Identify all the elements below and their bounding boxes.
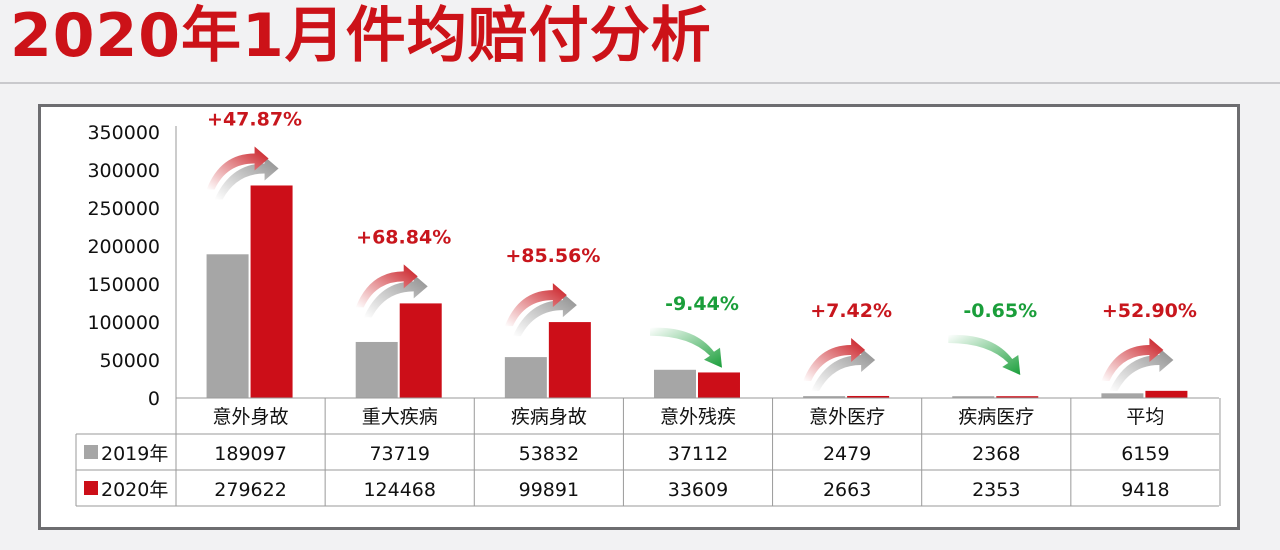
bar-2019 — [653, 369, 696, 398]
trend-arrow-gray-icon — [363, 274, 428, 318]
trend-arrow-down-icon — [649, 327, 722, 368]
y-tick-label: 50000 — [100, 350, 160, 372]
legend-swatch — [84, 445, 98, 459]
table-cell: 2479 — [823, 443, 871, 465]
table-cell: 124468 — [363, 479, 436, 501]
y-tick-label: 300000 — [87, 160, 160, 182]
trend-arrow-down-icon — [948, 334, 1021, 375]
table-cell: 37112 — [668, 443, 728, 465]
bar-2020 — [847, 395, 890, 398]
category-label: 重大疾病 — [362, 406, 438, 428]
bar-2020 — [399, 303, 442, 398]
category-label: 疾病身故 — [511, 406, 587, 428]
trend-arrow-gray-icon — [214, 156, 279, 200]
y-tick-label: 350000 — [87, 122, 160, 144]
change-label: +52.90% — [1102, 300, 1197, 322]
bar-2019 — [206, 254, 249, 398]
table-cell: 9418 — [1121, 479, 1169, 501]
change-annotations: +47.87% +68.84% +85.56% -9.44% +7.42% -0.65% +… — [206, 108, 1197, 391]
trend-arrow-up-icon — [1101, 338, 1164, 381]
legend-label: 2020年 — [101, 479, 168, 501]
bar-2020 — [250, 185, 293, 398]
y-tick-label: 100000 — [87, 312, 160, 334]
bar-2019 — [803, 396, 846, 398]
table-cell: 279622 — [214, 479, 287, 501]
table-cell: 99891 — [519, 479, 579, 501]
bar-2020 — [1145, 390, 1188, 398]
table-cell: 189097 — [214, 443, 287, 465]
bar-2020 — [996, 396, 1039, 398]
trend-arrow-gray-icon — [811, 348, 876, 391]
bar-2020 — [548, 322, 591, 398]
title-divider — [0, 82, 1280, 84]
change-label: +7.42% — [810, 300, 892, 322]
category-label: 平均 — [1126, 406, 1164, 428]
legend-swatch — [84, 481, 98, 495]
trend-arrow-gray-icon — [1109, 348, 1174, 391]
y-tick-label: 0 — [148, 388, 160, 410]
y-tick-label: 150000 — [87, 274, 160, 296]
trend-arrow-up-icon — [504, 283, 567, 327]
trend-arrow-gray-icon — [512, 293, 577, 337]
bar-2019 — [1101, 393, 1144, 398]
bar-2019 — [355, 341, 398, 398]
change-label: -9.44% — [665, 293, 739, 315]
data-table: 意外身故 重大疾病 疾病身故 意外残疾 意外医疗 疾病医疗 平均 2019年 189097 737… — [75, 397, 1221, 507]
bar-2019 — [952, 396, 995, 398]
table-cell: 53832 — [519, 443, 579, 465]
y-tick-label: 250000 — [87, 198, 160, 220]
table-cell: 2368 — [972, 443, 1020, 465]
table-cell: 2353 — [972, 479, 1020, 501]
bars — [206, 185, 1188, 398]
change-label: +47.87% — [207, 108, 302, 130]
bar-2020 — [697, 372, 740, 398]
trend-arrow-up-icon — [206, 146, 269, 190]
category-label: 意外身故 — [213, 406, 289, 428]
change-label: +68.84% — [356, 226, 451, 248]
legend-label: 2019年 — [101, 443, 168, 465]
category-label: 意外医疗 — [809, 406, 885, 428]
table-cell: 2663 — [823, 479, 871, 501]
y-tick-label: 200000 — [87, 236, 160, 258]
category-label: 意外残疾 — [660, 406, 736, 428]
table-cell: 33609 — [668, 479, 728, 501]
category-label: 疾病医疗 — [958, 406, 1034, 428]
table-cell: 6159 — [1121, 443, 1169, 465]
trend-arrow-up-icon — [355, 264, 418, 308]
trend-arrow-up-icon — [803, 338, 866, 381]
bar-2019 — [504, 357, 547, 398]
change-label: +85.56% — [505, 245, 600, 267]
y-axis: 350000 300000 250000 200000 150000 100000 5000… — [87, 122, 177, 410]
change-label: -0.65% — [963, 300, 1037, 322]
table-cell: 73719 — [369, 443, 429, 465]
page-title: 2020年1月件均赔付分析 — [10, 1, 712, 71]
